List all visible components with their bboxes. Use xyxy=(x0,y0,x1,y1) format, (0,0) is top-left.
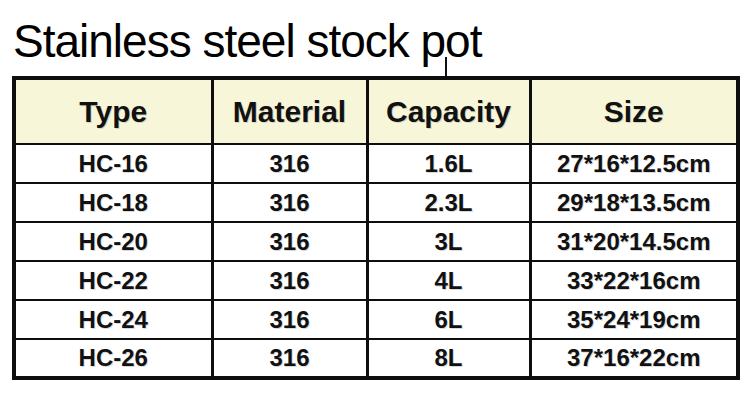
cell-capacity: 4L xyxy=(367,261,530,300)
table-row: HC-26 316 8L 37*16*22cm xyxy=(14,339,738,378)
table-row: HC-20 316 3L 31*20*14.5cm xyxy=(14,222,738,261)
cell-capacity: 2.3L xyxy=(367,183,530,222)
column-header-type: Type xyxy=(14,78,212,144)
spec-table-header: Type Material Capacity Size xyxy=(14,78,738,144)
title-cell-border-line xyxy=(445,57,447,77)
cell-capacity: 6L xyxy=(367,300,530,339)
cell-material: 316 xyxy=(212,300,367,339)
table-row: HC-24 316 6L 35*24*19cm xyxy=(14,300,738,339)
cell-type: HC-16 xyxy=(14,144,212,183)
cell-type: HC-22 xyxy=(14,261,212,300)
cell-size: 27*16*12.5cm xyxy=(530,144,738,183)
table-row: HC-18 316 2.3L 29*18*13.5cm xyxy=(14,183,738,222)
column-header-material: Material xyxy=(212,78,367,144)
table-row: HC-22 316 4L 33*22*16cm xyxy=(14,261,738,300)
cell-size: 33*22*16cm xyxy=(530,261,738,300)
cell-capacity: 3L xyxy=(367,222,530,261)
cell-material: 316 xyxy=(212,222,367,261)
cell-material: 316 xyxy=(212,261,367,300)
page-title: Stainless steel stock pot xyxy=(13,16,481,67)
cell-capacity: 8L xyxy=(367,339,530,378)
page: Stainless steel stock pot Type Material … xyxy=(0,0,750,404)
cell-size: 37*16*22cm xyxy=(530,339,738,378)
column-header-capacity: Capacity xyxy=(367,78,530,144)
cell-type: HC-18 xyxy=(14,183,212,222)
column-header-size: Size xyxy=(530,78,738,144)
spec-table-body: HC-16 316 1.6L 27*16*12.5cm HC-18 316 2.… xyxy=(14,144,738,378)
table-row: HC-16 316 1.6L 27*16*12.5cm xyxy=(14,144,738,183)
cell-type: HC-26 xyxy=(14,339,212,378)
cell-material: 316 xyxy=(212,183,367,222)
cell-type: HC-20 xyxy=(14,222,212,261)
cell-material: 316 xyxy=(212,339,367,378)
cell-size: 35*24*19cm xyxy=(530,300,738,339)
cell-material: 316 xyxy=(212,144,367,183)
cell-capacity: 1.6L xyxy=(367,144,530,183)
header-row: Type Material Capacity Size xyxy=(14,78,738,144)
cell-size: 31*20*14.5cm xyxy=(530,222,738,261)
spec-table: Type Material Capacity Size HC-16 316 1.… xyxy=(12,76,740,380)
cell-size: 29*18*13.5cm xyxy=(530,183,738,222)
cell-type: HC-24 xyxy=(14,300,212,339)
